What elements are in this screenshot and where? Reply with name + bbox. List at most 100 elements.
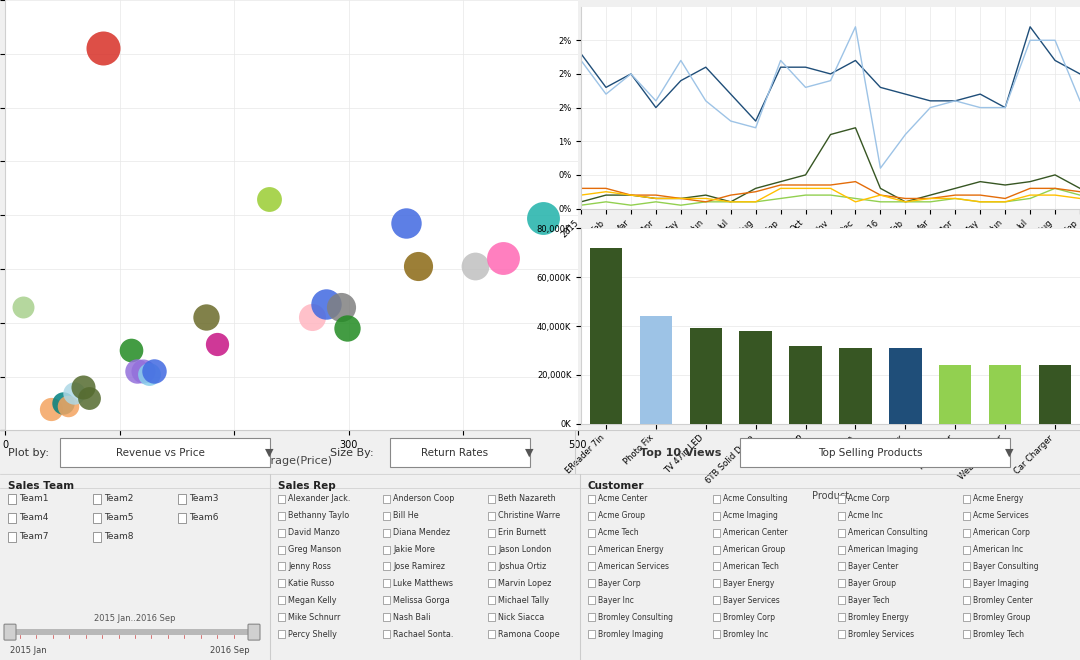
Text: Bill He: Bill He (393, 512, 419, 520)
Bar (838, 579, 845, 587)
Point (54, 398, 71, 409)
Bar (278, 579, 285, 587)
Bar (488, 613, 495, 621)
Text: Nash Bali: Nash Bali (393, 612, 431, 622)
Bar (963, 596, 970, 605)
Bar (838, 613, 845, 621)
Text: Joshua Ortiz: Joshua Ortiz (498, 562, 546, 571)
Bar (278, 596, 285, 605)
Text: Alexander Jack.: Alexander Jack. (288, 494, 350, 504)
Bar (383, 512, 390, 519)
Text: Jason London: Jason London (498, 545, 551, 554)
Bar (838, 529, 845, 537)
Text: Bromley Center: Bromley Center (973, 596, 1032, 605)
Text: Luke Matthews: Luke Matthews (393, 579, 453, 588)
Text: Bromley Group: Bromley Group (973, 612, 1030, 622)
Text: Team5: Team5 (104, 513, 134, 522)
Text: Team3: Team3 (189, 494, 218, 504)
Bar (789, 346, 822, 424)
Point (467, 261, 484, 271)
FancyBboxPatch shape (4, 624, 16, 640)
Text: Acme Corp: Acme Corp (848, 494, 890, 504)
Text: Melissa Gorga: Melissa Gorga (393, 596, 449, 605)
Point (75, 382, 92, 393)
Text: Katie Russo: Katie Russo (288, 579, 334, 588)
Point (303, 312, 321, 323)
FancyBboxPatch shape (248, 624, 260, 640)
Bar (93, 513, 102, 523)
Bar (488, 562, 495, 570)
Point (42, 403, 59, 414)
Text: Greg Manson: Greg Manson (288, 545, 341, 554)
Text: Diana Mendez: Diana Mendez (393, 528, 450, 537)
Point (338, 323, 355, 333)
Text: Bromley Services: Bromley Services (848, 630, 914, 639)
Text: Bayer Services: Bayer Services (723, 596, 780, 605)
Text: Acme Inc: Acme Inc (848, 512, 882, 520)
Text: Bayer Consulting: Bayer Consulting (973, 562, 1039, 571)
Text: American Consulting: American Consulting (848, 528, 928, 537)
Point (208, 339, 226, 350)
Point (123, 345, 140, 355)
Text: American Imaging: American Imaging (848, 545, 918, 554)
Bar (93, 531, 102, 542)
Text: Acme Imaging: Acme Imaging (723, 512, 778, 520)
Bar (383, 579, 390, 587)
Bar (278, 562, 285, 570)
Bar (713, 630, 720, 638)
Bar (963, 495, 970, 503)
Text: Bromley Corp: Bromley Corp (723, 612, 775, 622)
FancyBboxPatch shape (740, 438, 1010, 467)
Text: Team4: Team4 (19, 513, 49, 522)
Bar (588, 512, 595, 519)
Text: Bromley Tech: Bromley Tech (973, 630, 1024, 639)
Text: 2015 Jan: 2015 Jan (10, 645, 46, 655)
Text: Megan Kelly: Megan Kelly (288, 596, 337, 605)
Text: Beth Nazareth: Beth Nazareth (498, 494, 555, 504)
Point (495, 253, 512, 263)
Text: American Tech: American Tech (723, 562, 779, 571)
Bar (963, 529, 970, 537)
Text: Acme Group: Acme Group (598, 512, 645, 520)
Point (260, 194, 278, 205)
Text: Rachael Sonta.: Rachael Sonta. (393, 630, 454, 639)
Text: Bayer Group: Bayer Group (848, 579, 896, 588)
Bar (838, 562, 845, 570)
Text: Bayer Center: Bayer Center (848, 562, 899, 571)
Bar (278, 630, 285, 638)
Text: Top 10 Views: Top 10 Views (640, 447, 721, 457)
Bar (713, 562, 720, 570)
Bar (588, 579, 595, 587)
Bar (588, 546, 595, 554)
Text: Sales Rep: Sales Rep (278, 481, 336, 491)
Text: Marvin Lopez: Marvin Lopez (498, 579, 552, 588)
Bar (588, 596, 595, 605)
Text: Bromley Consulting: Bromley Consulting (598, 612, 673, 622)
Text: Bayer Inc: Bayer Inc (598, 596, 634, 605)
Text: Acme Center: Acme Center (598, 494, 647, 504)
Text: Sales Team: Sales Team (8, 481, 75, 491)
Bar (93, 494, 102, 504)
Text: Acme Energy: Acme Energy (973, 494, 1024, 504)
Text: Acme Tech: Acme Tech (598, 528, 638, 537)
Point (66, 387, 83, 398)
X-axis label: Average(Price): Average(Price) (251, 455, 333, 465)
Bar (278, 546, 285, 554)
Bar (839, 348, 872, 424)
Bar (488, 596, 495, 605)
Bar (383, 630, 390, 638)
Bar (963, 630, 970, 638)
Text: Nick Siacca: Nick Siacca (498, 612, 544, 622)
Bar (713, 596, 720, 605)
Bar (488, 579, 495, 587)
Bar (488, 630, 495, 638)
Point (14, 302, 31, 312)
Text: Revenue vs Price: Revenue vs Price (116, 447, 204, 457)
Bar (278, 495, 285, 503)
Text: Bethanny Taylo: Bethanny Taylo (288, 512, 349, 520)
Text: American Energy: American Energy (598, 545, 663, 554)
X-axis label: Product: Product (812, 491, 849, 501)
Bar (1039, 365, 1071, 424)
Bar (588, 562, 595, 570)
Bar (713, 546, 720, 554)
